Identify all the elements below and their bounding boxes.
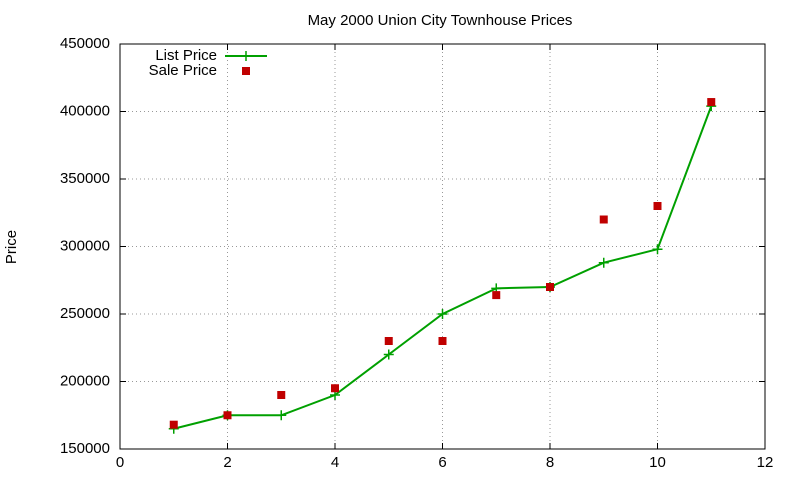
y-tick-label: 300000 <box>60 237 110 254</box>
data-point <box>438 337 447 345</box>
data-point <box>653 202 662 210</box>
x-tick-label: 0 <box>116 454 124 471</box>
data-point <box>276 410 287 421</box>
data-point <box>384 337 393 345</box>
data-point <box>599 215 608 224</box>
x-tick-label: 12 <box>757 454 774 471</box>
y-tick-label: 250000 <box>60 305 110 322</box>
y-tick-label: 450000 <box>60 35 110 52</box>
chart-title: May 2000 Union City Townhouse Prices <box>308 12 573 29</box>
data-point <box>383 349 394 360</box>
x-tick-label: 10 <box>649 454 666 471</box>
legend-marker <box>242 67 250 75</box>
y-tick-label: 400000 <box>60 102 110 119</box>
data-point <box>277 391 286 399</box>
data-point <box>598 257 609 268</box>
data-point <box>492 291 501 300</box>
legend-label: List Price <box>155 47 217 64</box>
y-tick-label: 200000 <box>60 372 110 389</box>
x-tick-label: 6 <box>438 454 446 471</box>
data-point <box>652 244 663 255</box>
x-tick-label: 4 <box>331 454 339 471</box>
x-tick-label: 8 <box>546 454 554 471</box>
data-point <box>331 384 339 393</box>
data-point <box>437 309 448 319</box>
data-point <box>169 420 178 429</box>
y-tick-label: 350000 <box>60 170 110 187</box>
plot-frame <box>119 43 766 450</box>
data-point <box>546 283 554 291</box>
y-tick-label: 150000 <box>60 440 110 457</box>
legend-marker <box>241 51 251 61</box>
legend-label: Sale Price <box>149 62 217 79</box>
x-tick-label: 2 <box>223 454 231 471</box>
data-point <box>707 98 716 107</box>
y-axis-label: Price <box>3 230 20 264</box>
data-point <box>223 411 232 420</box>
